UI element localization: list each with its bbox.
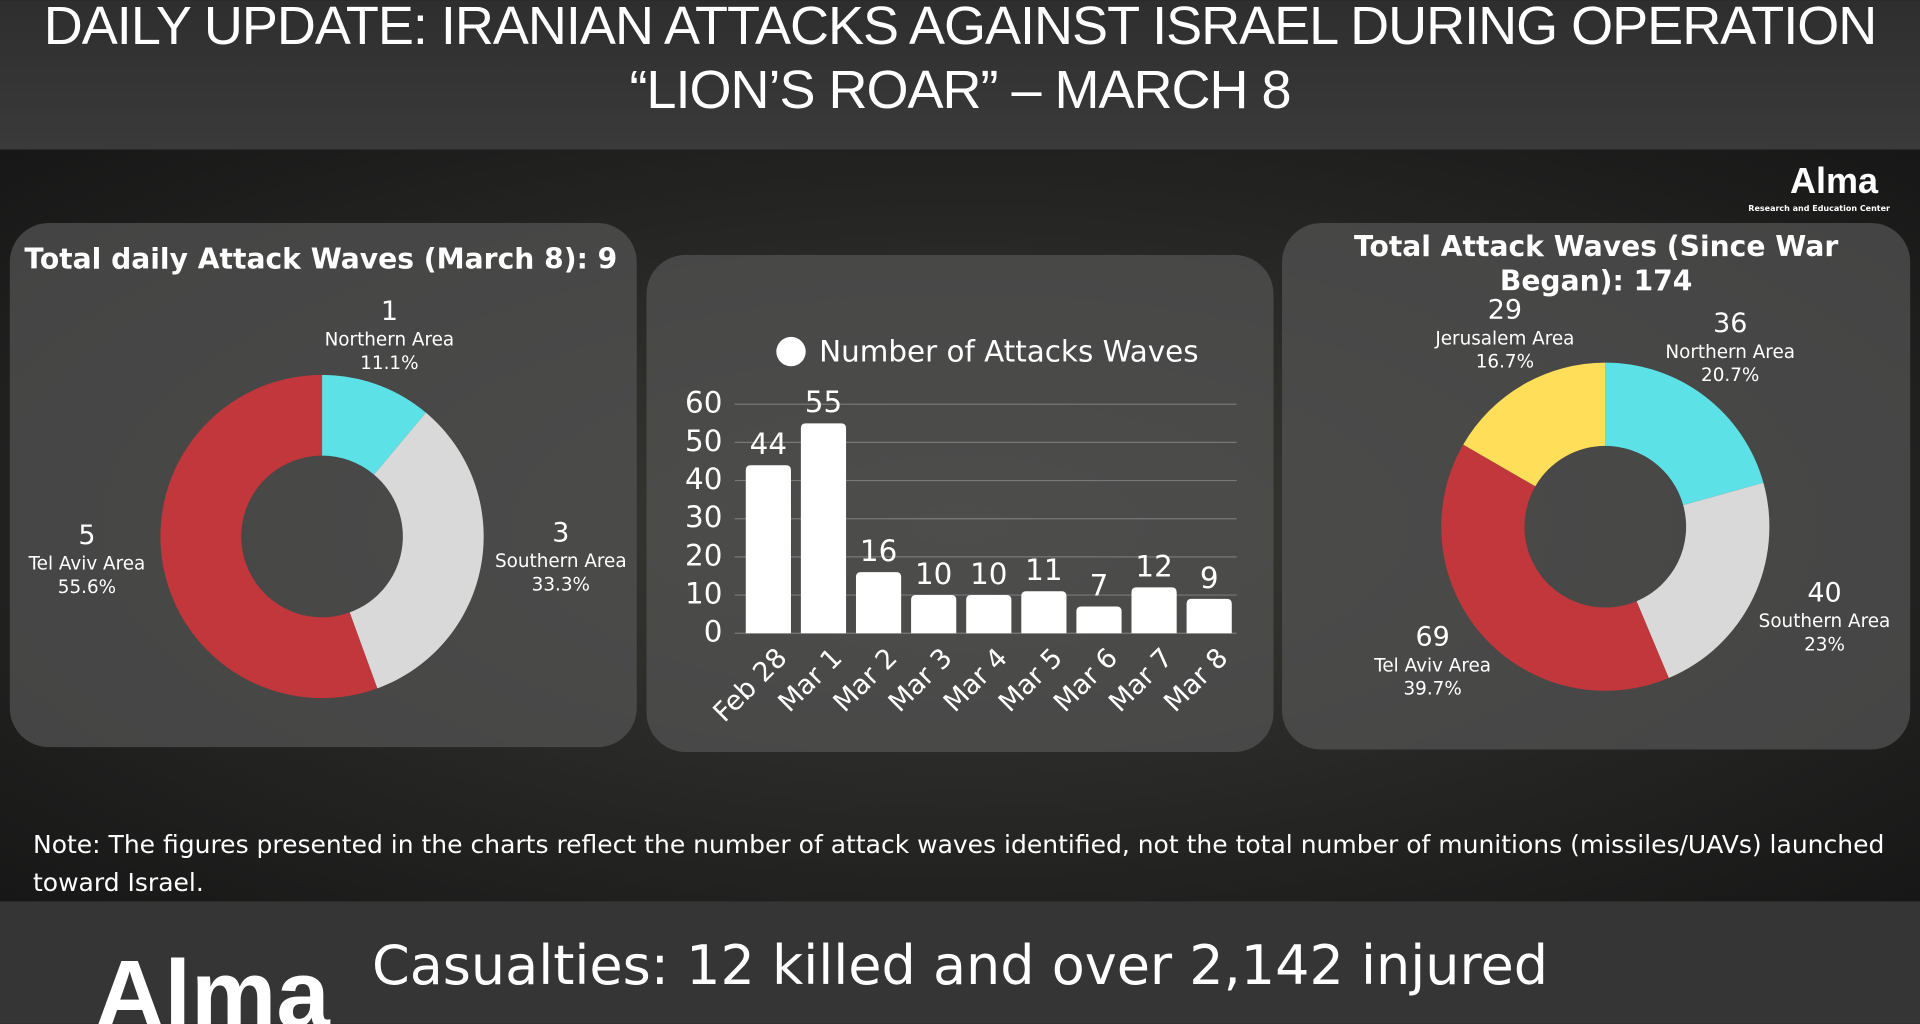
bar (855, 572, 902, 634)
data-label: 55 (805, 385, 842, 419)
data-label: 16 (860, 534, 897, 568)
donut-slice (322, 374, 426, 475)
category-label: Tel Aviv Area (1373, 655, 1491, 676)
y-tick-label: 20 (685, 538, 722, 572)
chart-title-box: Total daily Attack Waves (March 8): 9 (24, 243, 618, 276)
donut-slice (349, 412, 484, 689)
logo-tagline: Research and Education Center (1748, 204, 1890, 213)
percent-label: 33.3% (532, 574, 590, 595)
data-label: 10 (970, 557, 1007, 591)
header-band (0, 0, 1920, 150)
category-label: Northern Area (325, 330, 455, 351)
data-label: 10 (915, 557, 952, 591)
data-label: 29 (1488, 295, 1522, 326)
y-tick-label: 40 (685, 462, 722, 496)
y-tick-label: 0 (704, 615, 723, 649)
data-label: 69 (1416, 622, 1450, 653)
page-title: DAILY UPDATE: IRANIAN ATTACKS AGAINST IS… (43, 0, 1877, 120)
legend-label: Number of Attacks Waves (819, 334, 1198, 368)
donut-slice (1463, 362, 1606, 487)
donut-slice (160, 374, 378, 699)
note: Note: The figures presented in the chart… (33, 830, 1885, 897)
data-label: 36 (1713, 308, 1747, 339)
bar (966, 595, 1012, 634)
y-tick-label: 10 (685, 577, 722, 611)
bar (1131, 587, 1177, 634)
percent-label: 23% (1804, 634, 1845, 655)
percent-label: 16.7% (1476, 352, 1534, 373)
legend-marker (776, 336, 806, 367)
category-label: Northern Area (1665, 342, 1795, 363)
panel (9, 223, 637, 748)
donut-slice (1441, 444, 1669, 691)
data-label: 5 (78, 520, 95, 551)
footer-band (0, 901, 1920, 1024)
category-label: Southern Area (495, 551, 627, 572)
bar (911, 595, 957, 634)
category-label: Tel Aviv Area (28, 554, 146, 575)
data-label: 9 (1200, 561, 1219, 595)
data-label: 3 (552, 518, 569, 549)
bar (1076, 606, 1122, 634)
percent-label: 55.6% (58, 577, 116, 598)
bar (800, 423, 847, 634)
logo: Alma (1790, 160, 1879, 201)
donut-slice (1636, 482, 1770, 679)
category-label: Southern Area (1759, 611, 1891, 632)
data-label: 12 (1135, 549, 1172, 583)
y-tick-label: 30 (685, 500, 722, 534)
y-tick-label: 50 (685, 424, 722, 458)
chart-title-box: Total Attack Waves (Since War Began): 17… (1354, 231, 1839, 298)
donut-slice (1605, 362, 1764, 506)
bar (745, 465, 791, 634)
data-label: 7 (1090, 568, 1109, 602)
casualties: Casualties: 12 killed and over 2,142 inj… (371, 934, 1549, 997)
y-tick-label: 60 (685, 386, 722, 420)
data-label: 11 (1025, 553, 1062, 587)
bar (1186, 598, 1232, 634)
panel (1282, 223, 1911, 750)
category-label: Jerusalem Area (1434, 328, 1574, 349)
data-label: 44 (750, 427, 787, 461)
logo: Alma (95, 941, 330, 1024)
percent-label: 39.7% (1403, 679, 1461, 700)
percent-label: 20.7% (1701, 365, 1759, 386)
chart-title: Total daily Attack Waves (March 8): 9 (24, 243, 618, 276)
data-label: 1 (381, 296, 398, 327)
data-label: 40 (1807, 578, 1841, 609)
chart-title: Total Attack Waves (Since War Began): 17… (1354, 231, 1839, 298)
bar (1021, 591, 1067, 634)
percent-label: 11.1% (360, 353, 418, 374)
